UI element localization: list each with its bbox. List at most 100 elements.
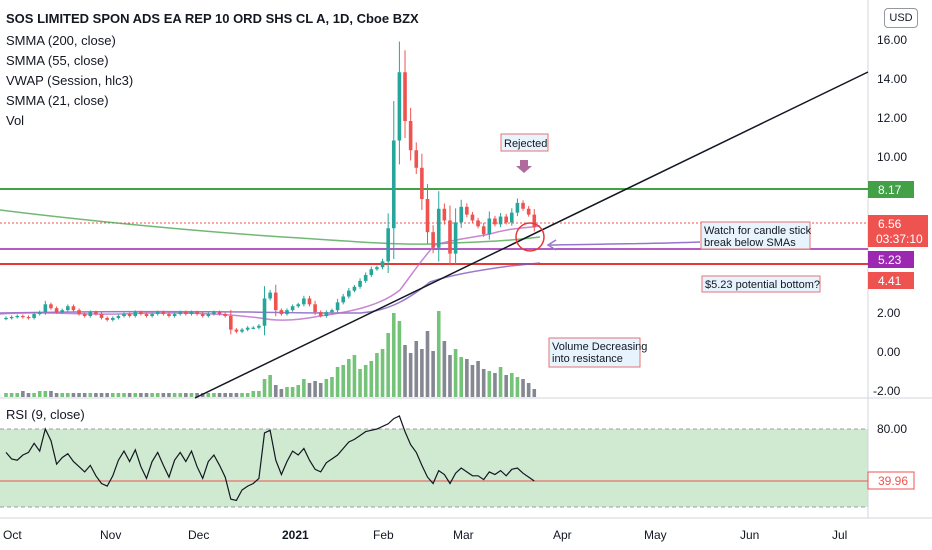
candle-body xyxy=(476,220,480,227)
candle xyxy=(15,314,20,319)
candle-body xyxy=(352,286,357,291)
candle xyxy=(296,302,301,308)
candle xyxy=(425,184,430,244)
candle xyxy=(391,101,396,259)
volume-bar xyxy=(369,361,374,397)
volume-bar xyxy=(99,393,104,397)
volume-bar xyxy=(481,369,486,397)
rejected-note[interactable]: Rejected xyxy=(500,133,549,152)
candle xyxy=(229,309,233,335)
rsi-value-marker[interactable]: 39.96 xyxy=(867,471,915,490)
candle-body xyxy=(510,212,514,223)
candle xyxy=(510,208,514,226)
volume-bar xyxy=(515,377,520,397)
candle-body xyxy=(290,306,295,311)
watch-note[interactable]: Watch for candle stick break below SMAs xyxy=(700,221,812,250)
legend-vol[interactable]: Vol xyxy=(6,113,24,128)
candle xyxy=(245,326,250,332)
candle-body xyxy=(88,312,93,316)
marker-8-17[interactable]: 8.17 xyxy=(868,181,914,198)
volume-bar xyxy=(184,393,188,397)
candle xyxy=(195,310,199,316)
candle-body xyxy=(122,314,126,316)
marker-6-56[interactable]: 6.56 03:37:10 xyxy=(868,215,928,247)
volume-bar xyxy=(296,385,301,397)
marker-4-41[interactable]: 4.41 xyxy=(868,272,914,289)
candle-body xyxy=(206,314,211,316)
candle-body xyxy=(116,316,121,318)
candle xyxy=(279,308,284,316)
bottom-note[interactable]: $5.23 potential bottom? xyxy=(701,275,821,293)
candle-body xyxy=(245,327,250,330)
candle-body xyxy=(341,296,345,303)
candle-body xyxy=(369,269,374,276)
candle xyxy=(504,213,508,225)
volume-bar xyxy=(386,333,390,397)
volume-bar xyxy=(465,359,469,397)
candle-body xyxy=(26,316,31,319)
volume-bar xyxy=(172,393,177,397)
candle xyxy=(116,314,121,320)
volume-bar xyxy=(251,391,256,397)
volume-bar xyxy=(391,313,396,397)
candle xyxy=(363,272,368,283)
volume-bar xyxy=(82,393,87,397)
candle xyxy=(240,328,244,334)
candle xyxy=(414,142,419,174)
candle xyxy=(420,153,424,210)
candle xyxy=(515,198,520,217)
marker-8-17-text: 8.17 xyxy=(878,183,902,197)
volume-note[interactable]: Volume Decreasing into resistance xyxy=(548,337,647,368)
volume-bar xyxy=(240,393,244,397)
marker-4-41-text: 4.41 xyxy=(878,274,902,288)
candle xyxy=(105,316,109,322)
candle-body xyxy=(127,314,132,316)
candle xyxy=(184,310,188,316)
trend-line[interactable] xyxy=(194,71,869,399)
candle xyxy=(352,284,357,293)
price-tick-minus-2: -2.00 xyxy=(873,384,901,398)
candle xyxy=(307,295,312,307)
volume-bar xyxy=(71,393,76,397)
x-label-dec: Dec xyxy=(188,528,209,542)
volume-bar xyxy=(105,393,109,397)
legend-smma-21[interactable]: SMMA (21, close) xyxy=(6,93,109,108)
volume-bar xyxy=(217,393,222,397)
candle xyxy=(71,304,76,312)
volume-bar xyxy=(144,393,149,397)
candle-body xyxy=(43,304,48,313)
marker-5-23[interactable]: 5.23 xyxy=(868,251,914,268)
candle-body xyxy=(470,214,475,221)
watch-arrow-head xyxy=(546,239,557,251)
candle xyxy=(54,306,59,314)
chart-title: SOS LIMITED SPON ADS EA REP 10 ORD SHS C… xyxy=(6,11,419,26)
candle-body xyxy=(223,314,227,316)
candle xyxy=(290,304,295,312)
candle-body xyxy=(144,314,149,316)
volume-bar xyxy=(195,393,199,397)
candle-body xyxy=(313,304,317,313)
candle-body xyxy=(386,228,390,262)
volume-bar xyxy=(223,393,227,397)
currency-button[interactable]: USD xyxy=(884,8,918,28)
candle-body xyxy=(425,199,430,233)
candle-body xyxy=(515,202,520,213)
candle-body xyxy=(391,140,396,229)
volume-bar xyxy=(26,393,31,397)
rejection-circle[interactable] xyxy=(515,222,545,252)
legend-vwap[interactable]: VWAP (Session, hlc3) xyxy=(6,73,133,88)
candle-body xyxy=(268,292,272,299)
legend-rsi[interactable]: RSI (9, close) xyxy=(6,407,85,422)
legend-smma-55[interactable]: SMMA (55, close) xyxy=(6,53,109,68)
candle-body xyxy=(504,216,508,223)
candle xyxy=(82,312,87,318)
candle-body xyxy=(66,306,70,311)
candle-body xyxy=(296,304,301,307)
volume-bars xyxy=(4,311,537,397)
legend-smma-200[interactable]: SMMA (200, close) xyxy=(6,33,116,48)
volume-bar xyxy=(420,349,424,397)
x-label-2021: 2021 xyxy=(282,528,309,542)
candle xyxy=(262,286,267,336)
